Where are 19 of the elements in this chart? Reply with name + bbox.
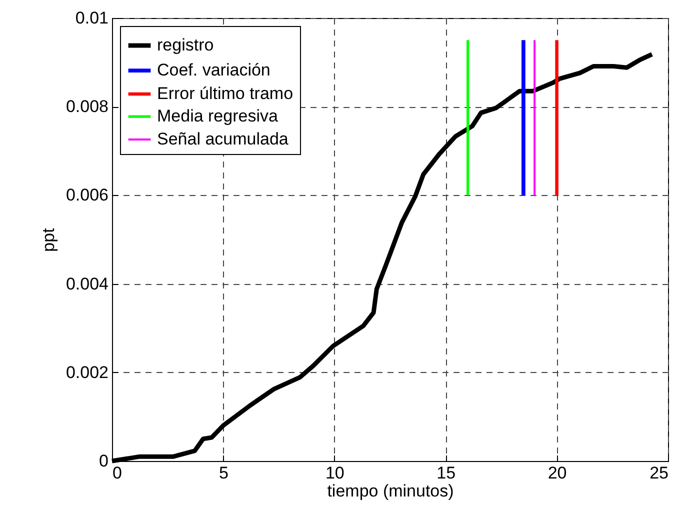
x-tick-label: 20 [548, 464, 567, 482]
y-tick-label: 0.004 [66, 274, 108, 294]
y-tick-label: 0.008 [66, 97, 108, 116]
legend-label: Media regresiva [157, 106, 278, 126]
x-tick-label: 0 [112, 464, 122, 482]
legend-label: registro [157, 36, 214, 54]
x-tick-label: 25 [650, 464, 668, 482]
legend-label: Error último tramo [157, 84, 294, 103]
y-tick-label: 0 [99, 452, 108, 470]
y-tick-label: 0.002 [66, 362, 108, 382]
y-tick-label: 0.01 [75, 8, 108, 28]
legend-label: Coef. variación [157, 60, 270, 80]
x-axis-title: tiempo (minutos) [327, 482, 454, 500]
x-tick-label: 5 [218, 464, 228, 482]
legend-label: Señal acumulada [157, 130, 289, 148]
x-tick-label: 10 [325, 464, 344, 482]
x-tick-label: 15 [436, 464, 456, 482]
y-axis-title: ppt [38, 228, 58, 252]
y-tick-label: 0.006 [66, 186, 108, 205]
